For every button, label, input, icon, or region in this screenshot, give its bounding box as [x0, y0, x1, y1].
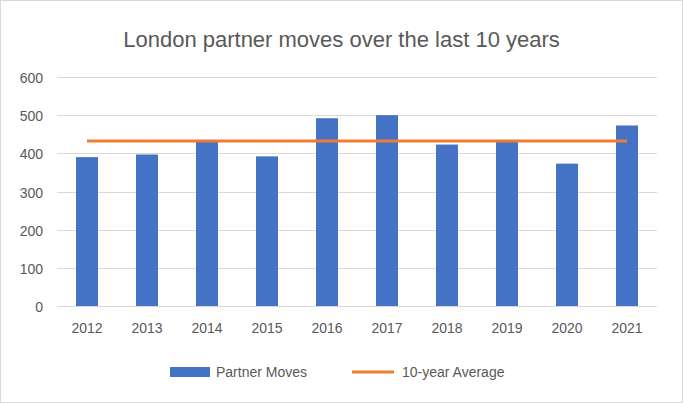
x-tick-label: 2017: [371, 320, 402, 336]
y-tick-label: 500: [20, 108, 44, 124]
x-tick-label: 2012: [71, 320, 102, 336]
bar: [76, 157, 98, 306]
average-line: [87, 140, 627, 143]
legend-label: 10-year Average: [402, 364, 505, 380]
chart-title: London partner moves over the last 10 ye…: [123, 27, 560, 52]
legend-swatch: [170, 367, 210, 377]
x-tick-label: 2021: [611, 320, 642, 336]
x-tick-label: 2019: [491, 320, 522, 336]
x-tick-label: 2020: [551, 320, 582, 336]
x-axis-line: [57, 306, 657, 307]
bar: [376, 115, 398, 306]
x-tick-label: 2014: [191, 320, 222, 336]
bar: [196, 142, 218, 306]
bar: [136, 154, 158, 306]
x-tick-label: 2013: [131, 320, 162, 336]
chart-container: London partner moves over the last 10 ye…: [0, 0, 683, 403]
grid-line: [57, 153, 657, 154]
legend-label: Partner Moves: [216, 364, 307, 380]
x-tick-label: 2016: [311, 320, 342, 336]
grid-line: [57, 77, 657, 78]
plot-marks: [76, 115, 638, 306]
chart-svg: London partner moves over the last 10 ye…: [0, 0, 683, 403]
y-tick-label: 100: [20, 261, 44, 277]
y-tick-label: 200: [20, 223, 44, 239]
grid-line: [57, 115, 657, 116]
bar: [436, 145, 458, 306]
y-tick-label: 0: [35, 299, 43, 315]
chart-frame: [1, 1, 683, 403]
legend: Partner Moves 10-year Average: [170, 364, 505, 380]
bar: [256, 156, 278, 306]
x-tick-label: 2018: [431, 320, 462, 336]
bar: [496, 141, 518, 306]
y-tick-label: 400: [20, 146, 44, 162]
legend-swatch: [352, 371, 394, 374]
bar: [556, 164, 578, 306]
x-tick-label: 2015: [251, 320, 282, 336]
bar: [616, 125, 638, 306]
y-tick-label: 300: [20, 185, 44, 201]
grid-line: [57, 306, 657, 307]
y-tick-label: 600: [20, 70, 44, 86]
bar: [316, 118, 338, 306]
